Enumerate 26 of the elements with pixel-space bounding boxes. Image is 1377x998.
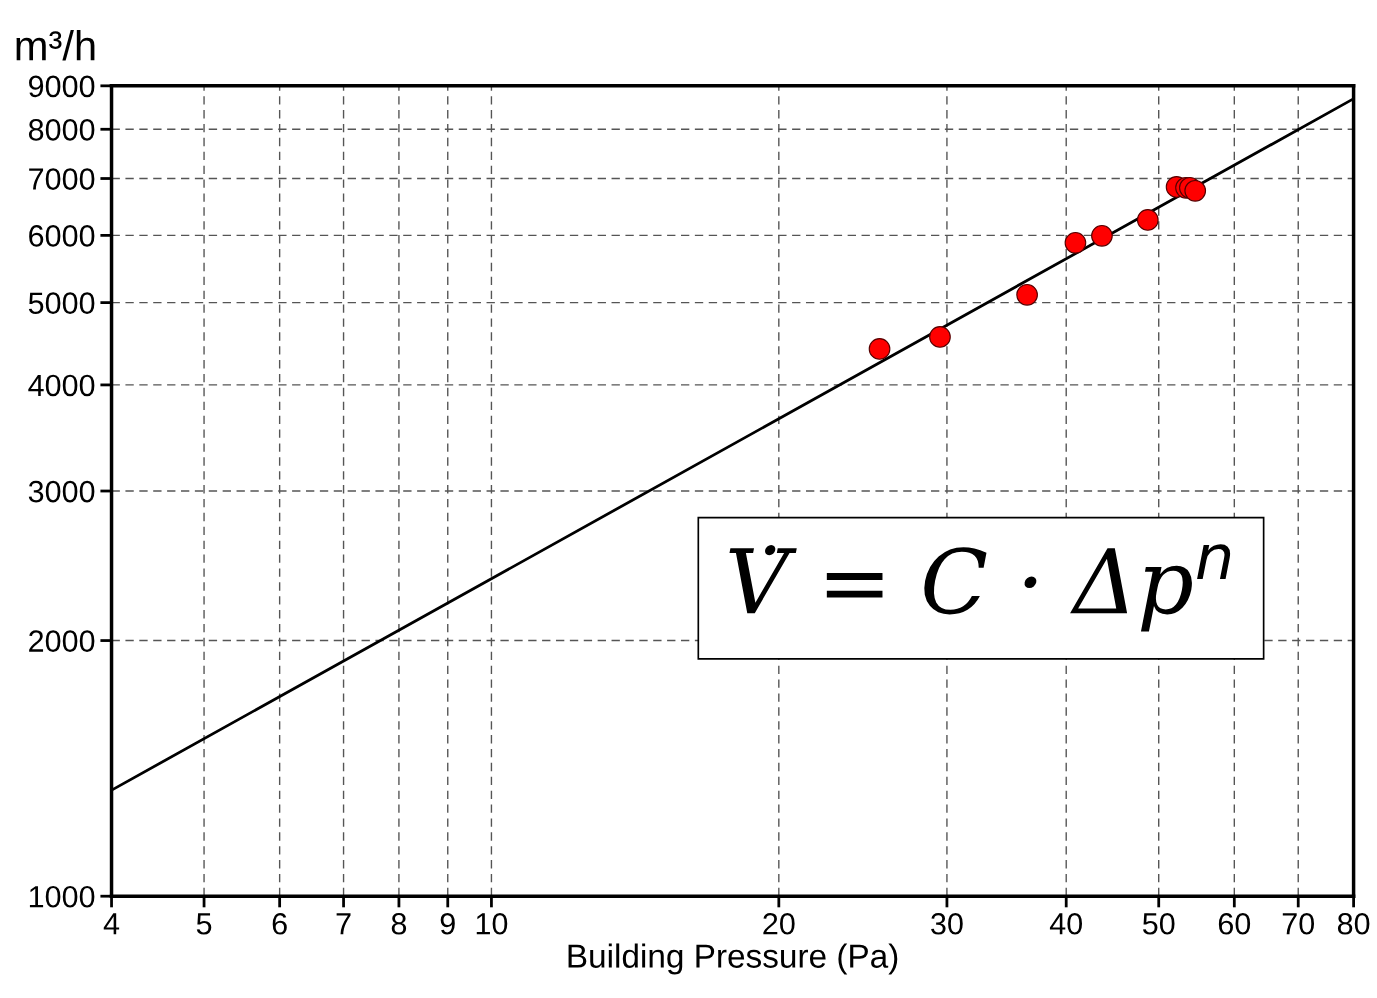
x-tick-label: 60 bbox=[1218, 912, 1251, 935]
x-tick-label: 50 bbox=[1142, 912, 1175, 935]
y-tick-label: 3000 bbox=[28, 480, 95, 503]
y-axis-title: m³/h bbox=[16, 29, 95, 61]
x-tick-label: 80 bbox=[1337, 912, 1370, 935]
x-tick-label: 40 bbox=[1049, 912, 1083, 935]
y-tick-label: 5000 bbox=[28, 292, 95, 314]
x-tick-label: 8 bbox=[391, 912, 407, 935]
annotation: V̇ = C · Δp$^{n}$ bbox=[729, 544, 1231, 632]
y-tick-label: 4000 bbox=[28, 374, 95, 397]
x-tick-label: 5 bbox=[196, 913, 212, 935]
x-axis-title: Building Pressure (Pa) bbox=[568, 943, 898, 975]
x-tick-label: 9 bbox=[440, 912, 455, 935]
x-tick-label: 6 bbox=[272, 912, 287, 935]
x-tick-label: 70 bbox=[1282, 912, 1315, 935]
y-tick-label: 8000 bbox=[28, 119, 95, 141]
x-tick-label: 4 bbox=[103, 913, 120, 935]
y-tick-label: 6000 bbox=[29, 225, 95, 247]
y-tick-label: 2000 bbox=[29, 630, 95, 652]
y-tick-label: 1000 bbox=[29, 885, 95, 908]
x-tick-label: 10 bbox=[476, 912, 508, 935]
x-tick-label: 30 bbox=[931, 912, 963, 935]
x-tick-label: 7 bbox=[336, 913, 351, 935]
y-tick-label: 7000 bbox=[29, 168, 95, 190]
y-tick-label: 9000 bbox=[29, 75, 95, 98]
x-tick-label: 20 bbox=[763, 912, 795, 935]
